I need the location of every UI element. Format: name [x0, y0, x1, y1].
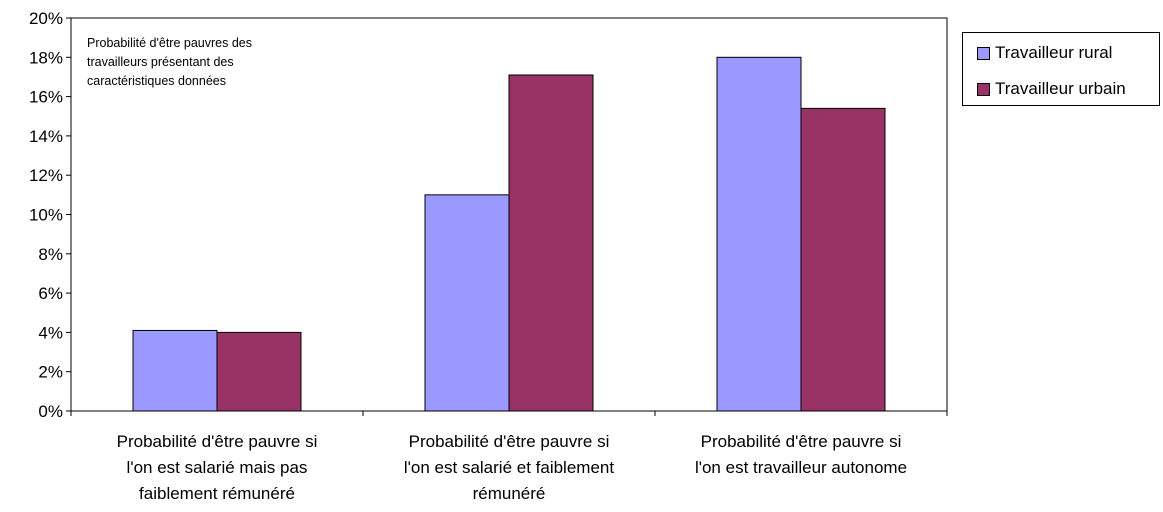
bar-urban-3: [800, 107, 886, 412]
bars-group: [132, 56, 886, 412]
bar-urban-1: [216, 331, 302, 412]
y-axis: 0% 2% 4% 6% 8% 10% 12% 14% 16% 18% 20%: [29, 9, 71, 421]
y-tick-label: 14%: [29, 127, 63, 146]
annotation-line: travailleurs présentant des: [87, 55, 234, 69]
x-category-label: Probabilité d'être pauvre si: [409, 432, 610, 451]
y-tick-label: 2%: [38, 363, 63, 382]
y-tick-label: 10%: [29, 206, 63, 225]
y-tick-label: 16%: [29, 88, 63, 107]
y-tick-label: 12%: [29, 166, 63, 185]
x-category-label: rémunéré: [473, 484, 546, 503]
bar-rural-3: [716, 56, 802, 412]
legend-item-urban: Travailleur urbain: [977, 79, 1126, 99]
y-tick-label: 6%: [38, 284, 63, 303]
legend-label-rural: Travailleur rural: [995, 43, 1113, 62]
x-category-label: l'on est salarié mais pas: [127, 458, 308, 477]
y-tick-label: 18%: [29, 48, 63, 67]
chart-annotation: Probabilité d'être pauvres des travailleu…: [87, 36, 252, 88]
y-tick-label: 8%: [38, 245, 63, 264]
legend-item-rural: Travailleur rural: [977, 43, 1112, 63]
y-tick-label: 0%: [38, 402, 63, 421]
annotation-line: caractéristiques données: [87, 74, 226, 88]
annotation-line: Probabilité d'être pauvres des: [87, 36, 252, 50]
legend-swatch-urban: [977, 82, 990, 96]
legend-label-urban: Travailleur urbain: [995, 79, 1126, 98]
legend-swatch-rural: [977, 46, 990, 60]
y-tick-label: 4%: [38, 323, 63, 342]
x-category-label: l'on est salarié et faiblement: [404, 458, 614, 477]
x-category-label: Probabilité d'être pauvre si: [701, 432, 902, 451]
bar-urban-2: [508, 74, 594, 412]
category-labels: Probabilité d'être pauvre si l'on est sal…: [117, 432, 907, 503]
x-category-label: Probabilité d'être pauvre si: [117, 432, 318, 451]
y-tick-label: 20%: [29, 9, 63, 28]
bar-rural-1: [132, 329, 218, 412]
x-category-label: l'on est travailleur autonome: [695, 458, 907, 477]
bar-rural-2: [424, 194, 510, 412]
legend: Travailleur rural Travailleur urbain: [962, 32, 1160, 106]
x-axis: [70, 411, 948, 416]
x-category-label: faiblement rémunéré: [139, 484, 295, 503]
